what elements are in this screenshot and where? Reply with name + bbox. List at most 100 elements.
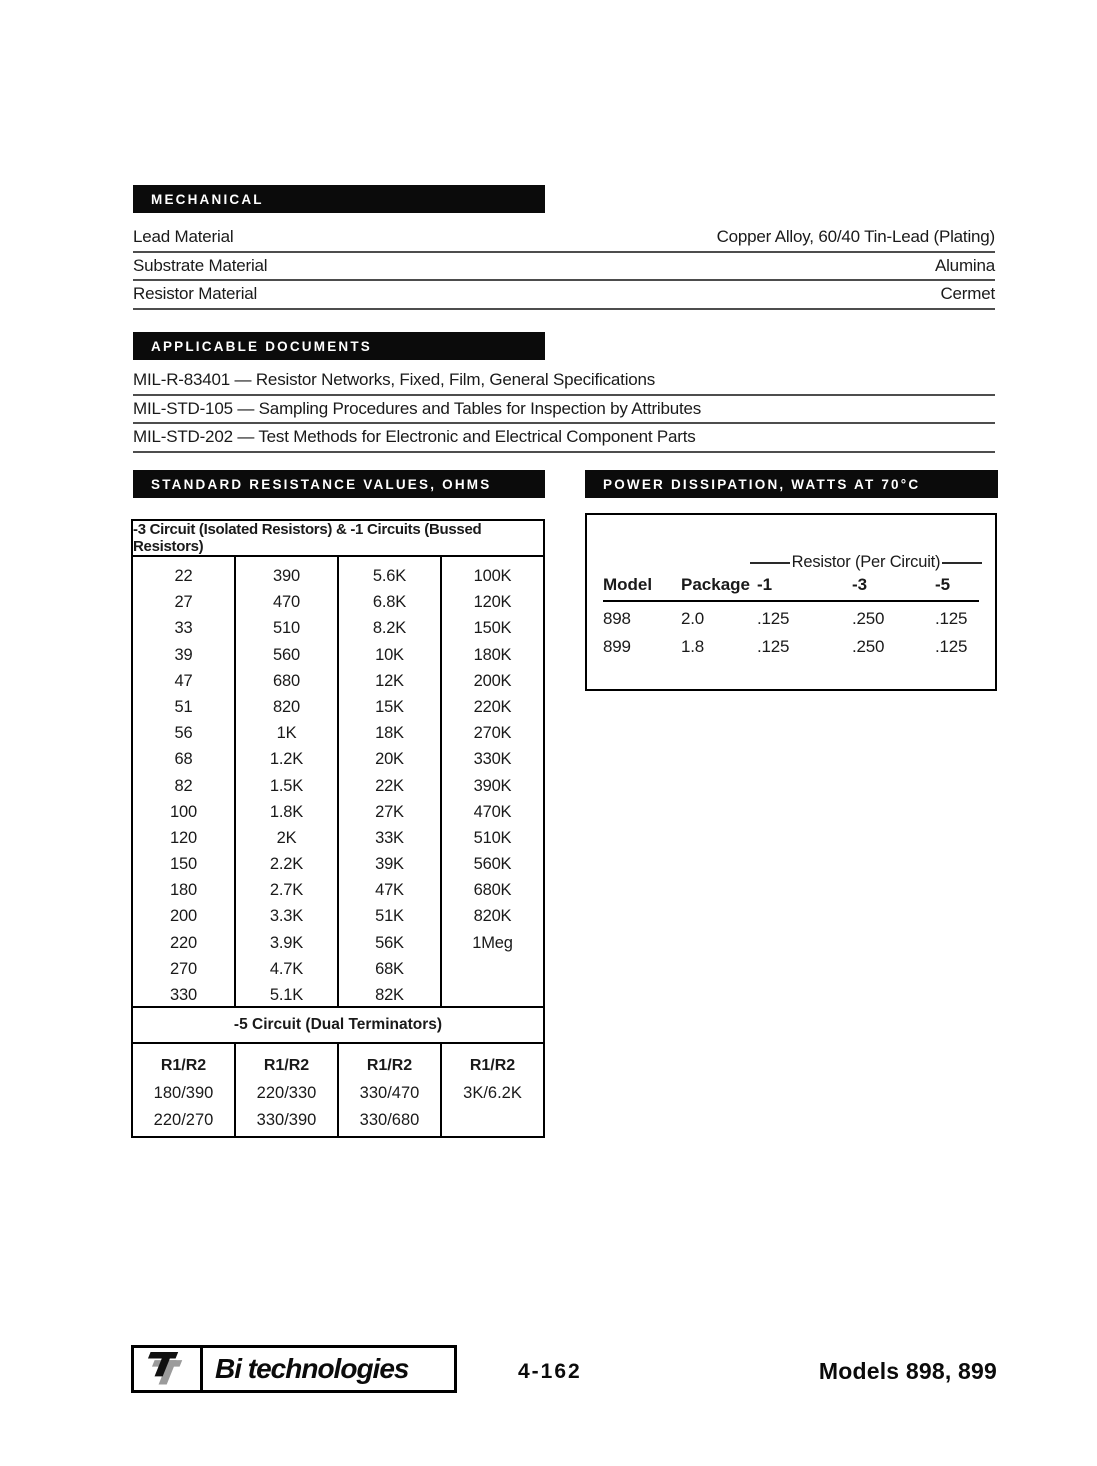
right-rule-line xyxy=(942,561,983,564)
mechanical-row-label: Substrate Material xyxy=(133,255,268,275)
mechanical-row-value: Alumina xyxy=(934,255,995,275)
resistance-value: 5.6K xyxy=(372,567,407,585)
resistance-value: 1.2K xyxy=(269,750,304,769)
resistance-value: 8.2K xyxy=(372,619,407,638)
resistance-value: 510 xyxy=(273,619,300,638)
power-column-header: Package xyxy=(681,575,750,594)
power-table-cell: .250 xyxy=(852,609,885,628)
resistance-value: 100 xyxy=(170,802,197,821)
resistance-value: 4.7K xyxy=(269,959,304,978)
power-table-cell: .125 xyxy=(935,609,968,628)
power-table-cell: .125 xyxy=(757,609,790,628)
resistance-value: 200 xyxy=(170,907,197,926)
page-number: 4-162 xyxy=(518,1360,582,1383)
resistance-value xyxy=(442,982,543,1008)
resistance-value: 680K xyxy=(473,881,512,900)
power-dissipation-table: Resistor (Per Circuit) Model Package -1 -3 -… xyxy=(585,513,997,691)
power-title: POWER DISSIPATION, WATTS AT 70°C xyxy=(603,476,921,492)
document-entry: MIL-R-83401 — Resistor Networks, Fixed, … xyxy=(133,367,995,396)
resistance-value: 560K xyxy=(473,855,512,874)
resistance-value: 82K xyxy=(375,986,404,1004)
mechanical-row: Substrate Material Alumina xyxy=(133,253,995,282)
resistance-value: 1.8K xyxy=(269,802,304,821)
resistance-value: 560 xyxy=(273,645,300,664)
resistance-value: 330K xyxy=(473,750,512,769)
dual-terminator-band-label: -5 Circuit (Dual Terminators) xyxy=(233,1016,443,1033)
resistance-value: 510K xyxy=(473,828,512,847)
dual-terminator-value: 330/470 xyxy=(359,1084,420,1102)
resistance-value: 6.8K xyxy=(372,593,407,612)
resistance-value: 82 xyxy=(174,776,193,795)
dual-terminator-value: 220/270 xyxy=(153,1111,214,1129)
dual-terminator-column-header: R1/R2 xyxy=(160,1057,207,1074)
resistance-value: 5.1K xyxy=(269,986,304,1004)
resistance-value: 1K xyxy=(276,724,297,743)
resistance-value: 120K xyxy=(473,593,512,612)
resistance-value: 27 xyxy=(174,593,193,612)
power-table-cell: 1.8 xyxy=(681,636,705,656)
dual-terminator-value: 330/390 xyxy=(256,1111,317,1129)
brand-name: Bi technologies xyxy=(215,1353,409,1384)
resistance-table: -3 Circuit (Isolated Resistors) & -1 Cir… xyxy=(131,519,545,1138)
resistance-value: 270 xyxy=(170,959,197,978)
mechanical-row-value: Cermet xyxy=(940,284,995,304)
applicable-documents-section-header: APPLICABLE DOCUMENTS xyxy=(133,332,545,360)
resistance-value: 51 xyxy=(174,697,193,716)
power-column-header: -5 xyxy=(935,575,951,594)
resistance-value: 1.5K xyxy=(269,776,304,795)
power-table-cell: 898 xyxy=(603,609,631,628)
resistance-title: STANDARD RESISTANCE VALUES, OHMS xyxy=(151,476,492,492)
resistance-value: 1Meg xyxy=(472,933,513,952)
dual-terminator-value: 180/390 xyxy=(153,1084,214,1102)
resistance-value: 22 xyxy=(174,567,193,585)
dual-terminator-band: -5 Circuit (Dual Terminators) xyxy=(133,1006,543,1044)
resistance-value: 15K xyxy=(375,697,404,716)
resistance-value: 33 xyxy=(174,619,193,638)
mechanical-row-label: Lead Material xyxy=(133,227,234,247)
resistance-value: 470 xyxy=(273,593,300,612)
resistance-value: 56K xyxy=(375,933,404,952)
resistance-grid: 22 27 33 39 47 51 56 68 82 100 120 150 180 200 220 270 3… xyxy=(133,557,543,1006)
power-table-cell: .250 xyxy=(852,636,885,656)
resistance-column: 22 27 33 39 47 51 56 68 82 100 120 150 180 200 220 270 3… xyxy=(133,557,236,1006)
power-column-header: Model xyxy=(603,575,653,594)
resistance-value: 150K xyxy=(473,619,512,638)
tt-logo-icon xyxy=(134,1348,203,1390)
resistance-column: 5.6K 6.8K 8.2K 10K 12K 15K 18K 20K 22K 27K 33K 39K 4… xyxy=(339,557,442,1006)
resistance-value: 330 xyxy=(170,986,197,1004)
dual-terminator-column-header: R1/R2 xyxy=(366,1057,413,1074)
resistance-value: 820 xyxy=(273,697,300,716)
resistance-value: 47 xyxy=(174,671,193,690)
resistance-column: 100K 120K 150K 180K 200K 220K 270K 330K 390K 470K… xyxy=(442,557,543,1006)
resistance-value: 68 xyxy=(174,750,193,769)
resistance-table-header: -3 Circuit (Isolated Resistors) & -1 Cir… xyxy=(133,521,543,557)
power-table-row: 898 2.0 .125 .250 .125 xyxy=(603,605,979,633)
resistance-value: 47K xyxy=(375,881,404,900)
dual-terminator-column: R1/R2 220/330 330/390 xyxy=(236,1044,339,1136)
mechanical-row-label: Resistor Material xyxy=(133,284,258,304)
resistance-value: 150 xyxy=(170,855,197,874)
resistance-value: 220 xyxy=(170,933,197,952)
mechanical-row: Resistor Material Cermet xyxy=(133,281,995,310)
resistance-value: 100K xyxy=(473,567,512,585)
mechanical-title: MECHANICAL xyxy=(151,191,264,207)
mechanical-row-value: Copper Alloy, 60/40 Tin-Lead (Plating) xyxy=(716,227,996,247)
dual-terminator-grid: R1/R2 180/390 220/270 R1/R2 220/330 330/390 R1… xyxy=(133,1044,543,1136)
resistance-value: 10K xyxy=(375,645,404,664)
document-entry: MIL-STD-105 — Sampling Procedures and Ta… xyxy=(133,396,995,425)
resistance-value: 22K xyxy=(375,776,404,795)
resistance-value: 3.3K xyxy=(269,907,304,926)
resistance-value: 470K xyxy=(473,802,512,821)
resistance-value: 39 xyxy=(174,645,193,664)
resistance-value: 390K xyxy=(473,776,512,795)
power-table-columns: Model Package -1 -3 -5 xyxy=(603,575,979,602)
resistance-value: 2.7K xyxy=(269,881,304,900)
resistance-value: 180 xyxy=(170,881,197,900)
resistance-value: 2.2K xyxy=(269,855,304,874)
dual-terminator-column: R1/R2 330/470 330/680 xyxy=(339,1044,442,1136)
resistance-value: 270K xyxy=(473,724,512,743)
power-table-rows: 898 2.0 .125 .250 .125 899 1.8 .125 .250 .125 xyxy=(603,605,979,660)
power-group-header: Resistor (Per Circuit) xyxy=(750,553,983,572)
mechanical-rows: Lead Material Copper Alloy, 60/40 Tin-Lea… xyxy=(133,224,995,310)
